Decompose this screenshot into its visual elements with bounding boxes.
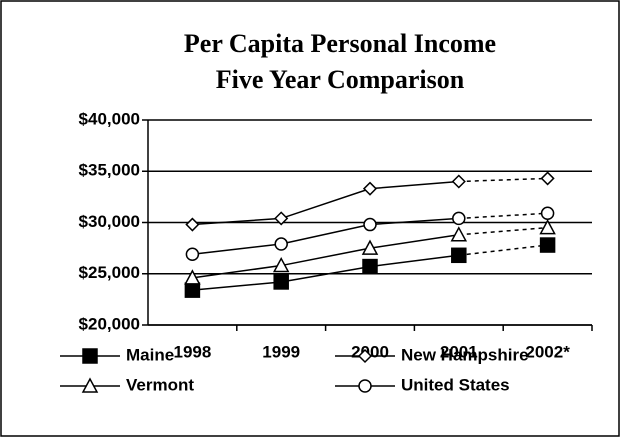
y-tick-label: $40,000	[79, 109, 140, 128]
marker	[358, 379, 372, 393]
series-line	[192, 234, 459, 279]
x-tick-label: 2001	[440, 342, 478, 361]
x-tick-label: 2002*	[525, 342, 570, 361]
marker	[357, 348, 373, 364]
marker	[362, 258, 378, 275]
x-tick-label: 1999	[262, 342, 300, 361]
marker	[274, 237, 288, 251]
series-line	[192, 180, 459, 226]
y-tick-label: $25,000	[79, 263, 140, 282]
marker	[184, 282, 201, 298]
y-tick-label: $30,000	[79, 212, 140, 231]
marker	[184, 269, 201, 285]
marker	[539, 237, 556, 253]
series-line-projected	[458, 212, 548, 220]
y-tick-label: $35,000	[79, 161, 140, 180]
series-line-projected	[458, 177, 548, 183]
marker	[361, 239, 379, 255]
marker	[539, 219, 556, 235]
x-tick-label: 1998	[173, 342, 211, 361]
legend-label: New Hampshire	[401, 345, 529, 364]
chart-title: Per Capita Personal Income	[184, 29, 496, 58]
legend-label: Maine	[126, 345, 174, 364]
legend-label: United States	[401, 375, 510, 394]
marker	[450, 226, 468, 242]
x-tick-label: 2000	[351, 342, 389, 361]
marker	[362, 181, 378, 196]
marker	[451, 174, 466, 189]
series-line-projected	[458, 244, 548, 257]
series-line-projected	[458, 226, 548, 236]
marker	[540, 171, 555, 186]
marker	[185, 247, 200, 262]
marker	[272, 256, 290, 273]
marker	[452, 211, 466, 226]
marker	[185, 217, 200, 232]
legend-label: Vermont	[126, 375, 194, 394]
marker	[451, 247, 467, 264]
series-line	[192, 217, 459, 256]
series-line	[192, 254, 459, 291]
chart-subtitle: Five Year Comparison	[216, 65, 465, 94]
marker	[274, 211, 289, 226]
marker	[273, 274, 289, 290]
marker	[82, 348, 98, 364]
marker	[81, 377, 99, 393]
y-tick-label: $20,000	[79, 314, 140, 333]
marker	[540, 206, 555, 221]
marker	[363, 217, 377, 232]
